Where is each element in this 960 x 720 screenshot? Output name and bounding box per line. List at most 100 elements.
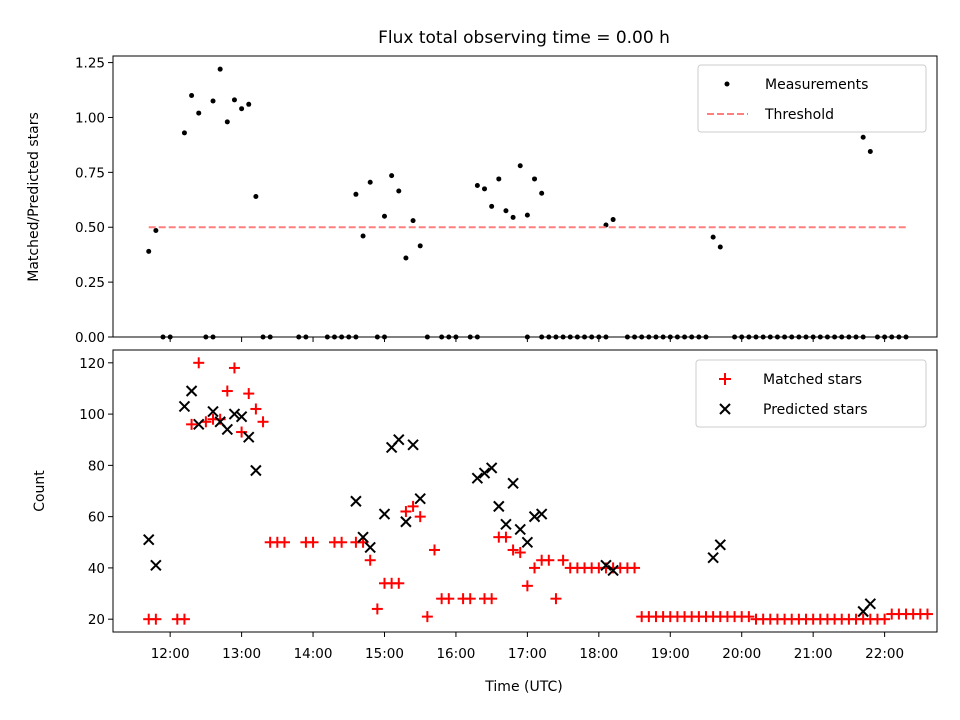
- predicted-star-point: [178, 400, 191, 413]
- y-tick-label: 120: [79, 356, 105, 372]
- matched-star-point: [421, 611, 433, 623]
- y-tick-label: 1.00: [75, 110, 105, 126]
- predicted-star-point: [864, 598, 877, 610]
- measurement-point: [396, 188, 402, 194]
- x-tick-label: 15:00: [365, 646, 404, 662]
- matched-star-point: [500, 531, 512, 543]
- predicted-star-point: [221, 423, 234, 436]
- predicted-star-point: [235, 410, 248, 423]
- x-tick-label: 17:00: [508, 646, 547, 662]
- predicted-star-point: [493, 500, 505, 513]
- measurement-point: [360, 233, 366, 239]
- predicted-star-point: [507, 477, 519, 490]
- measurement-point: [474, 183, 480, 189]
- x-tick-label: 22:00: [865, 646, 904, 662]
- matched-star-point: [486, 593, 498, 605]
- measurement-point: [503, 208, 509, 214]
- measurement-point: [496, 176, 502, 182]
- x-tick-label: 16:00: [436, 646, 475, 662]
- matched-star-point: [150, 613, 162, 625]
- bottom-axes-frame: [112, 349, 938, 633]
- y-tick-label: 80: [88, 458, 105, 474]
- predicted-star-point: [414, 492, 426, 505]
- measurement-point: [510, 214, 516, 220]
- predicted-star-point: [143, 534, 155, 546]
- measurement-point: [524, 212, 530, 218]
- legend-label-measurements: Measurements: [765, 77, 868, 93]
- predicted-star-point: [393, 434, 405, 446]
- matched-star-point: [629, 562, 641, 574]
- x-tick-label: 20:00: [722, 646, 761, 662]
- measurement-point: [403, 255, 409, 261]
- predicted-star-point: [207, 405, 219, 418]
- y-tick-label: 60: [88, 510, 105, 526]
- matched-star-point: [521, 580, 533, 592]
- predicted-star-point: [400, 516, 412, 528]
- predicted-star-point: [478, 467, 491, 479]
- measurement-point: [532, 176, 538, 182]
- bottom-panel: 20 40 60 80 100 120 12:00 13:00 14:00 15:00 16:00…: [32, 349, 938, 695]
- predicted-star-point: [228, 408, 241, 420]
- matched-star-point: [879, 613, 891, 625]
- measurement-point: [717, 244, 723, 250]
- measurement-point: [239, 106, 245, 112]
- matched-star-point: [743, 611, 755, 623]
- measurement-point: [867, 148, 873, 154]
- measurement-point: [482, 186, 488, 192]
- matched-star-point: [178, 613, 190, 625]
- matched-star-point: [400, 506, 412, 518]
- matched-star-point: [250, 403, 262, 415]
- y-tick-label: 0.25: [75, 275, 105, 291]
- matched-star-point: [336, 536, 348, 548]
- measurement-point: [410, 218, 416, 224]
- matched-star-point: [371, 603, 383, 615]
- measurement-point: [217, 66, 223, 72]
- predicted-star-point: [350, 495, 362, 507]
- measurement-point: [381, 213, 387, 219]
- x-tick-label: 12:00: [151, 646, 190, 662]
- matched-star-point: [278, 536, 290, 548]
- bottom-legend-box: [695, 359, 927, 428]
- legend-label-threshold: Threshold: [764, 107, 834, 123]
- y-tick-label: 0.00: [75, 330, 105, 346]
- top-y-axis-label: Matched/Predicted stars: [26, 112, 42, 282]
- measurement-point: [210, 98, 216, 104]
- x-tick-label: 19:00: [651, 646, 690, 662]
- x-axis-label: Time (UTC): [484, 679, 562, 695]
- measurement-point: [389, 173, 395, 179]
- matched-star-point: [514, 547, 526, 559]
- measurement-point: [224, 119, 230, 125]
- matched-star-point: [529, 562, 541, 574]
- predicted-star-point: [357, 531, 369, 543]
- matched-star-point: [550, 593, 562, 605]
- matched-star-point: [357, 536, 369, 548]
- measurement-point: [146, 248, 152, 254]
- matched-star-point: [921, 608, 933, 620]
- measurement-point: [181, 130, 187, 136]
- measurement-point: [489, 203, 495, 209]
- matched-star-point: [429, 544, 441, 556]
- measurement-point: [246, 101, 252, 107]
- y-tick-label: 1.25: [75, 56, 105, 72]
- predicted-star-point: [607, 564, 619, 577]
- predicted-star-point: [535, 508, 548, 520]
- measurement-point: [196, 110, 202, 116]
- predicted-star-point: [407, 439, 419, 451]
- measurement-point: [610, 217, 616, 223]
- matched-star-point: [543, 554, 555, 566]
- matched-star-point: [557, 554, 569, 566]
- matched-star-point: [393, 577, 405, 589]
- y-tick-label: 0.75: [75, 165, 105, 181]
- matched-star-point: [443, 593, 455, 605]
- predicted-star-point: [528, 510, 541, 523]
- measurement-point: [367, 179, 373, 185]
- predicted-star-point: [150, 559, 162, 572]
- predicted-star-point: [500, 518, 512, 531]
- bottom-plot-area: [143, 357, 933, 625]
- predicted-star-point: [364, 541, 376, 554]
- predicted-star-point: [514, 523, 526, 536]
- bottom-y-axis-label: Count: [32, 470, 48, 512]
- matched-star-point: [221, 385, 233, 397]
- predicted-star-point: [250, 464, 262, 477]
